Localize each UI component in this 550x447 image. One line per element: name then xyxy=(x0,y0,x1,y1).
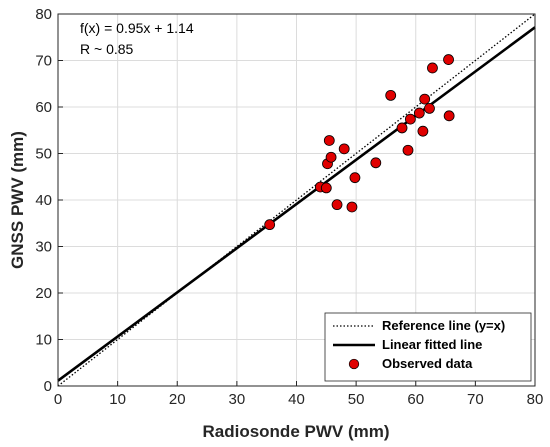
y-tick-label: 80 xyxy=(35,6,52,23)
legend-observed-label: Observed data xyxy=(382,356,473,371)
y-tick-label: 40 xyxy=(35,192,52,209)
legend: Reference line (y=x) Linear fitted line … xyxy=(324,312,532,382)
y-tick-label: 60 xyxy=(35,99,52,116)
y-tick-label: 50 xyxy=(35,146,52,163)
data-point xyxy=(338,143,350,155)
data-point xyxy=(417,125,429,137)
data-point xyxy=(320,182,332,194)
x-tick-label: 60 xyxy=(407,391,424,408)
legend-reference-label: Reference line (y=x) xyxy=(382,318,505,333)
x-tick-label: 0 xyxy=(54,391,62,408)
data-point xyxy=(413,107,425,119)
data-point xyxy=(370,157,382,169)
data-point xyxy=(346,201,358,213)
x-tick-label: 10 xyxy=(109,391,126,408)
data-point xyxy=(427,62,438,74)
reference-line-path xyxy=(57,13,536,387)
data-point xyxy=(419,93,431,105)
x-tick-label: 50 xyxy=(348,391,365,408)
fitted-line-path xyxy=(57,26,536,382)
x-axis-label: Radiosonde PWV (mm) xyxy=(202,422,389,441)
legend-observed-swatch xyxy=(348,358,360,370)
legend-fitted-label: Linear fitted line xyxy=(382,337,482,352)
data-point xyxy=(264,219,276,231)
y-tick-label: 20 xyxy=(35,285,52,302)
y-axis-ticks: 0 10 20 30 40 50 60 70 80 xyxy=(35,6,63,395)
data-point xyxy=(396,122,408,134)
data-point xyxy=(331,199,343,211)
x-axis-ticks: 0 10 20 30 40 50 60 70 80 xyxy=(54,381,544,408)
observed-data-points xyxy=(264,54,455,231)
y-tick-label: 10 xyxy=(35,332,52,349)
y-axis-label: GNSS PWV (mm) xyxy=(8,131,27,269)
x-tick-label: 70 xyxy=(467,391,484,408)
y-tick-label: 30 xyxy=(35,239,52,256)
data-point xyxy=(385,89,397,101)
x-tick-label: 20 xyxy=(169,391,186,408)
data-point xyxy=(404,113,416,125)
fit-equation-annotation: f(x) = 0.95x + 1.14 xyxy=(80,20,194,36)
data-point xyxy=(402,144,414,156)
data-point xyxy=(323,135,335,146)
data-point xyxy=(443,54,454,65)
fitted-line xyxy=(57,26,536,382)
x-tick-label: 30 xyxy=(229,391,246,408)
data-point xyxy=(424,102,435,114)
data-point xyxy=(349,172,361,184)
reference-line xyxy=(57,13,536,387)
legend-box xyxy=(324,312,532,382)
correlation-annotation: R ~ 0.85 xyxy=(80,41,134,57)
y-tick-label: 70 xyxy=(35,53,52,70)
x-tick-label: 40 xyxy=(288,391,305,408)
data-point xyxy=(325,151,337,163)
y-tick-label: 0 xyxy=(44,378,52,395)
data-point xyxy=(443,110,455,122)
x-tick-label: 80 xyxy=(527,391,544,408)
